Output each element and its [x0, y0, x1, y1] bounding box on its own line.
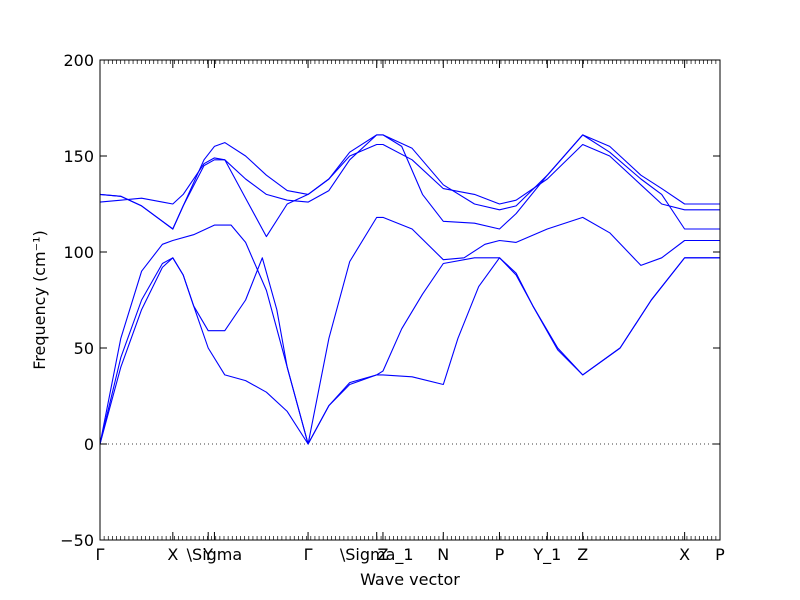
x-tick-label: Γ [304, 545, 313, 564]
x-tick-label: P [495, 545, 505, 564]
y-tick-label: 200 [63, 51, 94, 70]
x-tick-label: X [679, 545, 690, 564]
y-tick-label: 150 [63, 147, 94, 166]
y-tick-layer: −50 0 50 100 150 200 [60, 51, 720, 550]
x-tick-label: N [437, 545, 449, 564]
y-tick-label: 0 [84, 435, 94, 454]
x-tick-label: P [715, 545, 725, 564]
x-tick-label: Z [377, 545, 388, 564]
y-tick-label: 100 [63, 243, 94, 262]
x-tick-label: Y [202, 545, 213, 564]
x-axis-title: Wave vector [360, 570, 460, 589]
x-tick-label: \Sigma_1 [340, 545, 414, 565]
minor-tick-layer [99, 60, 721, 540]
x-tick-label: Y_1 [532, 545, 561, 565]
x-tick-label: \Sigma [187, 545, 243, 564]
x-tick-label: X [167, 545, 178, 564]
band-2 [99, 257, 720, 445]
plot-frame [99, 59, 721, 541]
x-tick-label: Γ [96, 545, 105, 564]
x-tick-label: Z [577, 545, 588, 564]
band-6 [99, 134, 720, 230]
band-3 [99, 216, 720, 445]
series-layer [99, 134, 720, 445]
y-tick-label: 50 [74, 339, 94, 358]
x-tick-layer: Γ X Y\Sigma Γ \Sigma_1Z N P Y_1 Z X P [96, 60, 725, 565]
y-axis-title: Frequency (cm⁻¹) [30, 230, 49, 369]
y-tick-label: −50 [60, 531, 94, 550]
band-5 [99, 134, 720, 211]
